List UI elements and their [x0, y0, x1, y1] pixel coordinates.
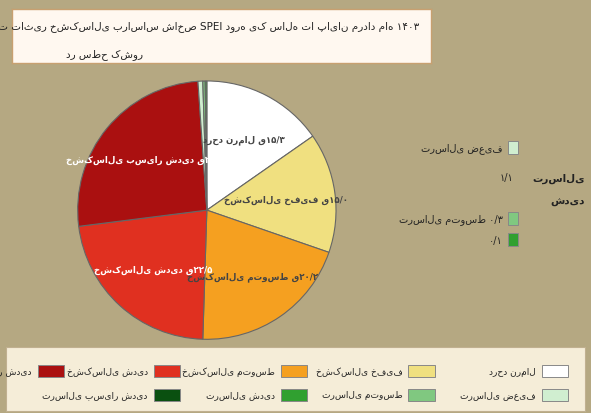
Bar — [508, 213, 518, 225]
Text: خشکسالی بسیار شدید ٯ۲۵/۹: خشکسالی بسیار شدید ٯ۲۵/۹ — [66, 155, 224, 164]
Text: شدید: شدید — [551, 197, 585, 206]
Wedge shape — [77, 82, 207, 227]
Text: ۱/۱: ۱/۱ — [499, 173, 513, 183]
Bar — [38, 366, 64, 377]
Wedge shape — [205, 82, 207, 211]
Text: ترسالی: ترسالی — [532, 173, 585, 183]
Wedge shape — [207, 82, 313, 211]
Text: خشکسالی خفیف: خشکسالی خفیف — [316, 366, 402, 376]
Text: خشکسالی بسیار شدید: خشکسالی بسیار شدید — [0, 366, 32, 376]
Bar — [508, 234, 518, 246]
Text: خشکسالی متوسط: خشکسالی متوسط — [183, 366, 275, 376]
Bar — [408, 389, 434, 401]
Text: ترسالی شدید: ترسالی شدید — [206, 390, 275, 399]
Text: ترسالی متوسط ۰/۳: ترسالی متوسط ۰/۳ — [399, 214, 503, 224]
Text: درصد مساحت تحت تاثیر خشکسالی براساس شاخص SPEI دوره یک ساله تا پایان مرداد ماه ۱۴: درصد مساحت تحت تاثیر خشکسالی براساس شاخص… — [0, 21, 419, 32]
Text: ترسالی متوسط: ترسالی متوسط — [322, 390, 402, 399]
Bar — [408, 366, 434, 377]
Bar — [508, 142, 518, 154]
Text: ترسالی ضعیف: ترسالی ضعیف — [460, 390, 536, 399]
Wedge shape — [203, 82, 207, 211]
Text: در سطح کشور: در سطح کشور — [66, 49, 142, 60]
Text: ۰/۱: ۰/۱ — [489, 235, 503, 245]
Bar — [542, 389, 568, 401]
Text: درحد نرمال: درحد نرمال — [489, 367, 536, 376]
Text: خشکسالی متوسط ٯ۲۰/۲: خشکسالی متوسط ٯ۲۰/۲ — [187, 272, 318, 281]
Bar — [281, 389, 307, 401]
Text: درحد نرمال ٯ۱۵/۳: درحد نرمال ٯ۱۵/۳ — [203, 135, 285, 145]
Wedge shape — [203, 211, 329, 339]
Text: خشکسالی شدید: خشکسالی شدید — [67, 366, 148, 376]
Wedge shape — [198, 82, 207, 211]
Bar — [542, 366, 568, 377]
Bar — [154, 389, 180, 401]
Text: خشکسالی خفیف ٯ۱۵/۰: خشکسالی خفیف ٯ۱۵/۰ — [224, 195, 348, 204]
Wedge shape — [207, 137, 336, 253]
Text: خشکسالی شدید ٯ۲۲/۵: خشکسالی شدید ٯ۲۲/۵ — [94, 265, 212, 274]
Text: ترسالی ضعیف: ترسالی ضعیف — [421, 143, 503, 154]
Bar — [281, 366, 307, 377]
Wedge shape — [79, 211, 207, 339]
Text: ترسالی بسیار شدید: ترسالی بسیار شدید — [43, 390, 148, 399]
Bar — [154, 366, 180, 377]
